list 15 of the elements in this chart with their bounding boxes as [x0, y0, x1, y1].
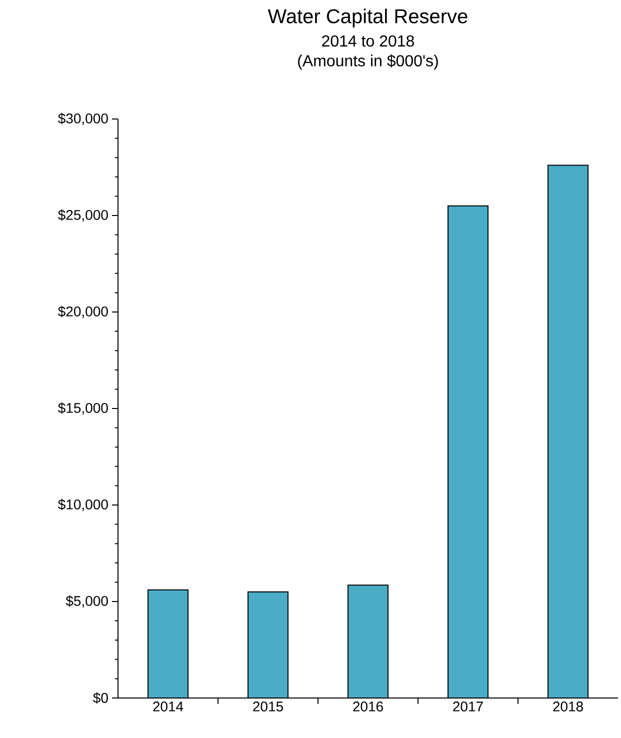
x-tick-label: 2014: [153, 702, 184, 712]
chart-title: Water Capital Reserve: [268, 8, 468, 28]
y-tick-label: $25,000: [58, 209, 108, 222]
y-tick-label: $15,000: [58, 402, 108, 415]
x-tick-label: 2015: [253, 702, 283, 712]
text: (Amounts in $000's): [298, 54, 438, 70]
y-tick-label: $5,000: [66, 595, 108, 608]
x-tick-label: 2016: [353, 702, 383, 712]
y-tick-label: $0: [93, 692, 108, 704]
y-tick-label: $10,000: [58, 498, 108, 512]
x-tick-label: 2017: [453, 702, 483, 712]
chart-subtitle: 2014 to 2018: [322, 35, 414, 47]
x-tick-label: 2018: [553, 702, 583, 712]
y-tick-label: $20,000: [58, 306, 108, 318]
y-tick-label: $30,000: [58, 112, 108, 126]
